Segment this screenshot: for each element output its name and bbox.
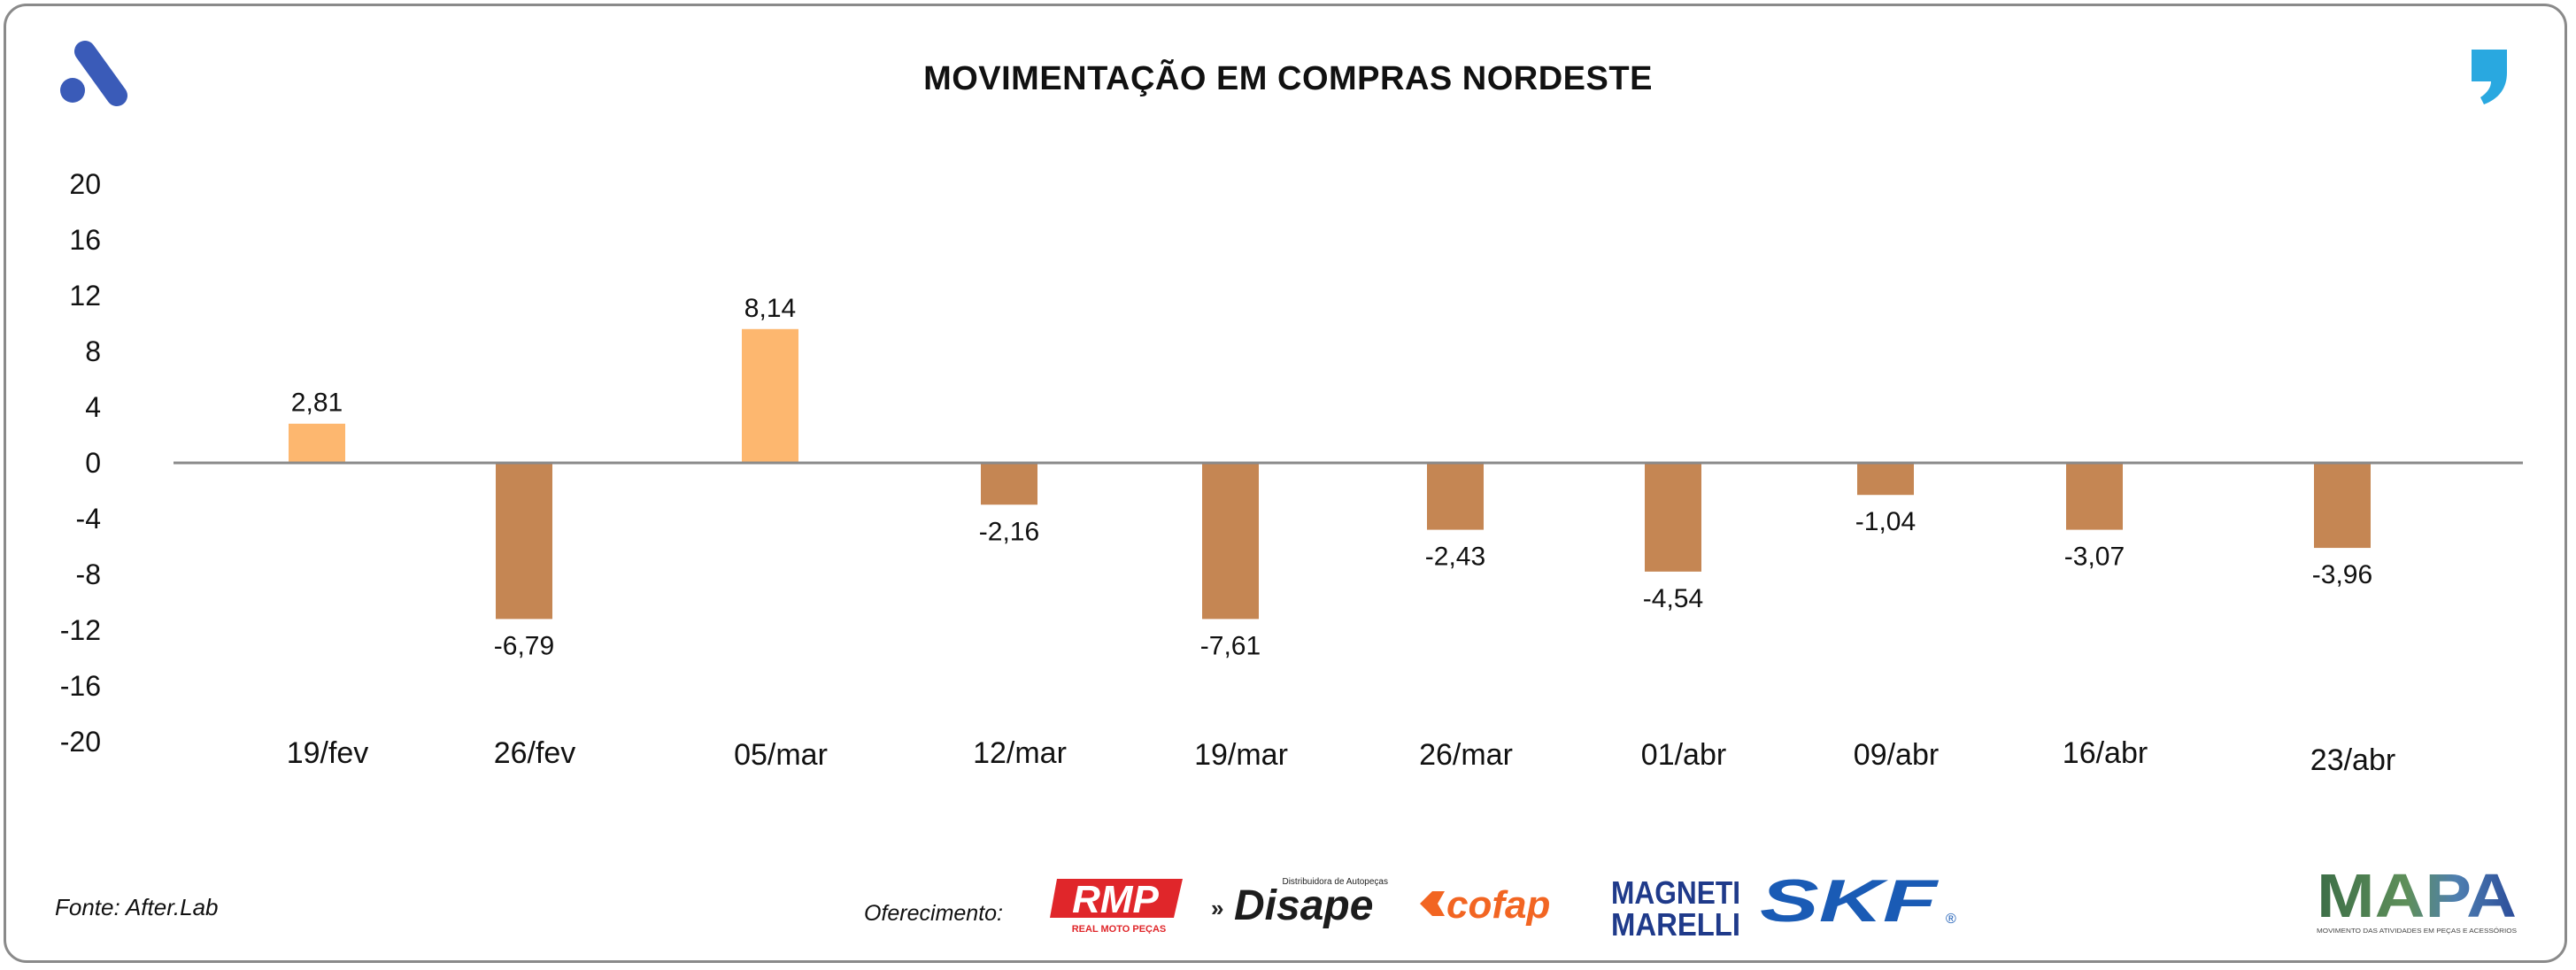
skf-logo-text: SKF bbox=[1760, 872, 1939, 934]
x-category-label: 16/abr bbox=[2063, 736, 2148, 770]
disape-logo: Distribuidora de Autopeças » Disape bbox=[1211, 877, 1388, 929]
svg-text:»: » bbox=[1211, 895, 1223, 921]
skf-logo: SKF ® bbox=[1760, 872, 1956, 934]
y-tick-label: -12 bbox=[60, 614, 101, 646]
mapa-tagline: MOVIMENTO DAS ATIVIDADES EM PEÇAS E ACES… bbox=[2317, 927, 2517, 935]
data-label: 8,14 bbox=[744, 294, 796, 323]
x-category-label: 26/mar bbox=[1419, 738, 1513, 772]
brand-a-logo bbox=[60, 41, 127, 106]
chart-card bbox=[4, 4, 2567, 963]
rmp-logo: RMP REAL MOTO PEÇAS bbox=[1050, 878, 1183, 934]
y-tick-label: -8 bbox=[76, 558, 101, 590]
y-tick-label: 0 bbox=[85, 447, 101, 479]
x-category-label: 19/fev bbox=[287, 736, 369, 770]
x-category-label: 23/abr bbox=[2310, 743, 2395, 777]
y-tick-label: -4 bbox=[76, 503, 101, 535]
x-category-label: 12/mar bbox=[973, 736, 1067, 770]
bar bbox=[1202, 463, 1259, 620]
cofap-logo-text: cofap bbox=[1446, 883, 1550, 927]
offer-label: Oferecimento: bbox=[864, 901, 1004, 926]
y-tick-label: 4 bbox=[85, 391, 101, 423]
bar bbox=[289, 423, 345, 463]
bar bbox=[2314, 463, 2371, 549]
mapa-logo-text: MAPA bbox=[2317, 867, 2517, 930]
marelli-line: MARELLI bbox=[1611, 906, 1740, 943]
bar bbox=[2066, 463, 2123, 530]
bar-chart: 20 16 12 8 4 0 -4 -8 -12 -16 -20 2,81 -6,79 8,14 -2,16… bbox=[60, 168, 2523, 777]
x-category-label: 05/mar bbox=[734, 738, 828, 772]
disape-tagline: Distribuidora de Autopeças bbox=[1282, 877, 1388, 887]
source-note: Fonte: After.Lab bbox=[55, 894, 219, 920]
bar bbox=[1857, 463, 1914, 496]
y-tick-label: -16 bbox=[60, 670, 101, 702]
cofap-logo: cofap bbox=[1420, 883, 1550, 927]
bar bbox=[981, 463, 1037, 505]
data-label: -7,61 bbox=[1200, 631, 1261, 660]
data-label: -6,79 bbox=[494, 631, 554, 660]
y-tick-label: -20 bbox=[60, 726, 101, 758]
rmp-tagline: REAL MOTO PEÇAS bbox=[1072, 924, 1167, 934]
x-category-label: 09/abr bbox=[1854, 738, 1939, 772]
bar bbox=[1427, 463, 1484, 530]
chart-title: MOVIMENTAÇÃO EM COMPRAS NORDESTE bbox=[923, 60, 1653, 97]
bar bbox=[742, 328, 798, 463]
comma-logo bbox=[2472, 50, 2507, 104]
data-label: -3,07 bbox=[2064, 543, 2125, 572]
bar bbox=[496, 463, 552, 620]
x-category-label: 19/mar bbox=[1194, 738, 1288, 772]
skf-registered-mark: ® bbox=[1946, 912, 1956, 927]
x-category-label: 26/fev bbox=[494, 736, 576, 770]
bar bbox=[1645, 463, 1701, 572]
y-tick-label: 12 bbox=[69, 280, 101, 312]
mapa-logo: MAPA MOVIMENTO DAS ATIVIDADES EM PEÇAS E… bbox=[2317, 867, 2517, 935]
data-label: -4,54 bbox=[1643, 584, 1703, 613]
magneti-line: MAGNETI bbox=[1611, 874, 1740, 911]
disape-logo-text: Disape bbox=[1234, 882, 1373, 929]
data-label: -2,16 bbox=[979, 517, 1039, 546]
y-tick-label: 8 bbox=[85, 335, 101, 367]
y-tick-label: 20 bbox=[69, 168, 101, 200]
y-tick-label: 16 bbox=[69, 224, 101, 256]
x-category-label: 01/abr bbox=[1641, 738, 1726, 772]
data-label: -2,43 bbox=[1425, 543, 1485, 572]
magneti-marelli-logo: MAGNETI MARELLI bbox=[1611, 874, 1740, 943]
data-label: -3,96 bbox=[2312, 560, 2372, 589]
rmp-logo-text: RMP bbox=[1072, 878, 1159, 921]
data-label: -1,04 bbox=[1855, 507, 1916, 536]
data-label: 2,81 bbox=[291, 389, 343, 418]
